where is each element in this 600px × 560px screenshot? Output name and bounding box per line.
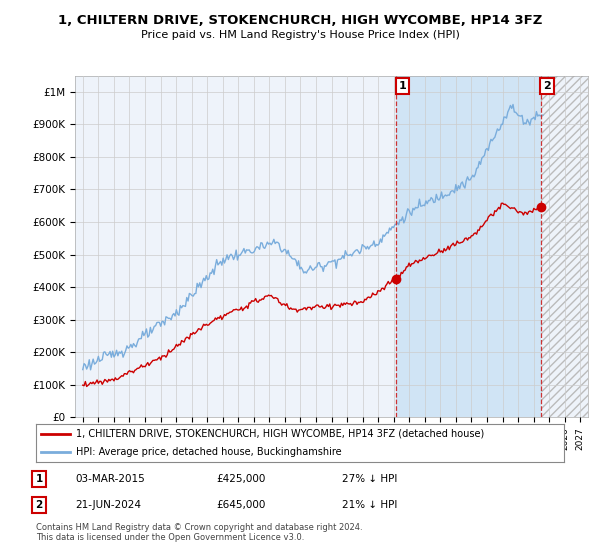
Text: £425,000: £425,000 xyxy=(216,474,265,484)
Text: Contains HM Land Registry data © Crown copyright and database right 2024.: Contains HM Land Registry data © Crown c… xyxy=(36,523,362,532)
Text: HPI: Average price, detached house, Buckinghamshire: HPI: Average price, detached house, Buck… xyxy=(76,447,341,457)
Text: 2: 2 xyxy=(35,500,43,510)
Text: Price paid vs. HM Land Registry's House Price Index (HPI): Price paid vs. HM Land Registry's House … xyxy=(140,30,460,40)
Text: 1: 1 xyxy=(35,474,43,484)
Text: 1, CHILTERN DRIVE, STOKENCHURCH, HIGH WYCOMBE, HP14 3FZ (detached house): 1, CHILTERN DRIVE, STOKENCHURCH, HIGH WY… xyxy=(76,429,484,439)
Text: This data is licensed under the Open Government Licence v3.0.: This data is licensed under the Open Gov… xyxy=(36,533,304,542)
Bar xyxy=(541,76,588,417)
Text: 21% ↓ HPI: 21% ↓ HPI xyxy=(342,500,397,510)
Bar xyxy=(397,76,541,417)
Text: 1: 1 xyxy=(398,81,406,91)
Text: 27% ↓ HPI: 27% ↓ HPI xyxy=(342,474,397,484)
Text: 03-MAR-2015: 03-MAR-2015 xyxy=(75,474,145,484)
Text: 1, CHILTERN DRIVE, STOKENCHURCH, HIGH WYCOMBE, HP14 3FZ: 1, CHILTERN DRIVE, STOKENCHURCH, HIGH WY… xyxy=(58,14,542,27)
Bar xyxy=(541,76,588,417)
Text: £645,000: £645,000 xyxy=(216,500,265,510)
Text: 21-JUN-2024: 21-JUN-2024 xyxy=(75,500,141,510)
Text: 2: 2 xyxy=(543,81,551,91)
